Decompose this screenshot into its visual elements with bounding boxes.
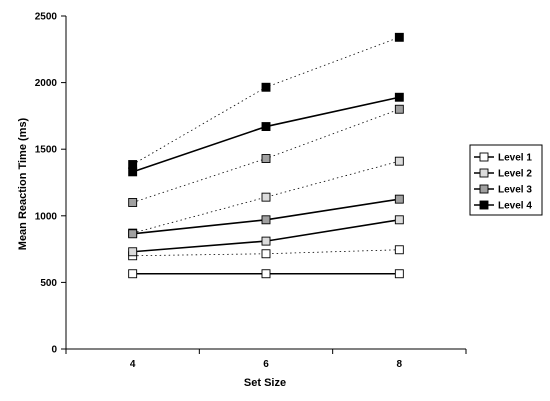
data-point-marker <box>261 82 271 92</box>
y-axis-title: Mean Reaction Time (ms) <box>17 117 29 250</box>
dotted-line-5 <box>132 160 400 234</box>
legend-marker <box>479 184 489 194</box>
data-point-marker <box>394 32 404 42</box>
legend-label: Level 1 <box>498 153 532 164</box>
data-point-marker <box>261 154 271 163</box>
data-point-marker <box>128 167 138 177</box>
data-point-marker <box>394 156 404 166</box>
data-point-marker <box>128 198 138 207</box>
y-tick-label: 1000 <box>35 211 58 222</box>
data-point-marker <box>394 194 404 204</box>
data-point-marker <box>261 236 271 246</box>
data-point-marker <box>394 104 404 114</box>
data-point-marker <box>261 215 271 225</box>
data-point-marker <box>128 269 138 279</box>
x-tick-label: 4 <box>130 359 136 370</box>
solid-line-1 <box>132 219 400 253</box>
legend-marker <box>479 200 489 210</box>
data-point-marker <box>261 122 271 132</box>
legend-label: Level 4 <box>498 201 532 212</box>
legend-label: Level 2 <box>498 169 532 180</box>
y-tick-label: 2500 <box>35 12 58 23</box>
y-tick-label: 0 <box>51 345 57 356</box>
data-point-marker <box>128 247 138 257</box>
data-point-marker <box>394 269 404 279</box>
x-tick-label: 6 <box>263 359 269 370</box>
data-point-marker <box>394 92 404 102</box>
legend-marker <box>479 152 489 162</box>
x-axis-title: Set Size <box>244 377 286 389</box>
x-tick-label: 8 <box>397 359 403 370</box>
y-tick-label: 500 <box>40 278 57 289</box>
data-point-marker <box>261 249 271 259</box>
dotted-line-7 <box>132 36 400 165</box>
legend-marker <box>479 168 489 178</box>
legend: Level 1 Level 2 Level 3 Level 4 <box>469 144 543 216</box>
series-layer <box>128 32 404 279</box>
data-point-marker <box>394 215 404 225</box>
y-tick-label: 1500 <box>35 145 58 156</box>
legend-label: Level 3 <box>498 185 532 196</box>
axes: 0 500 1000 1500 2000 2500 4 6 8 <box>35 12 467 370</box>
data-point-marker <box>261 192 271 202</box>
data-point-marker <box>128 160 138 169</box>
data-point-marker <box>394 245 404 255</box>
y-tick-label: 2000 <box>35 78 58 89</box>
data-point-marker <box>128 229 138 239</box>
data-point-marker <box>261 269 271 279</box>
